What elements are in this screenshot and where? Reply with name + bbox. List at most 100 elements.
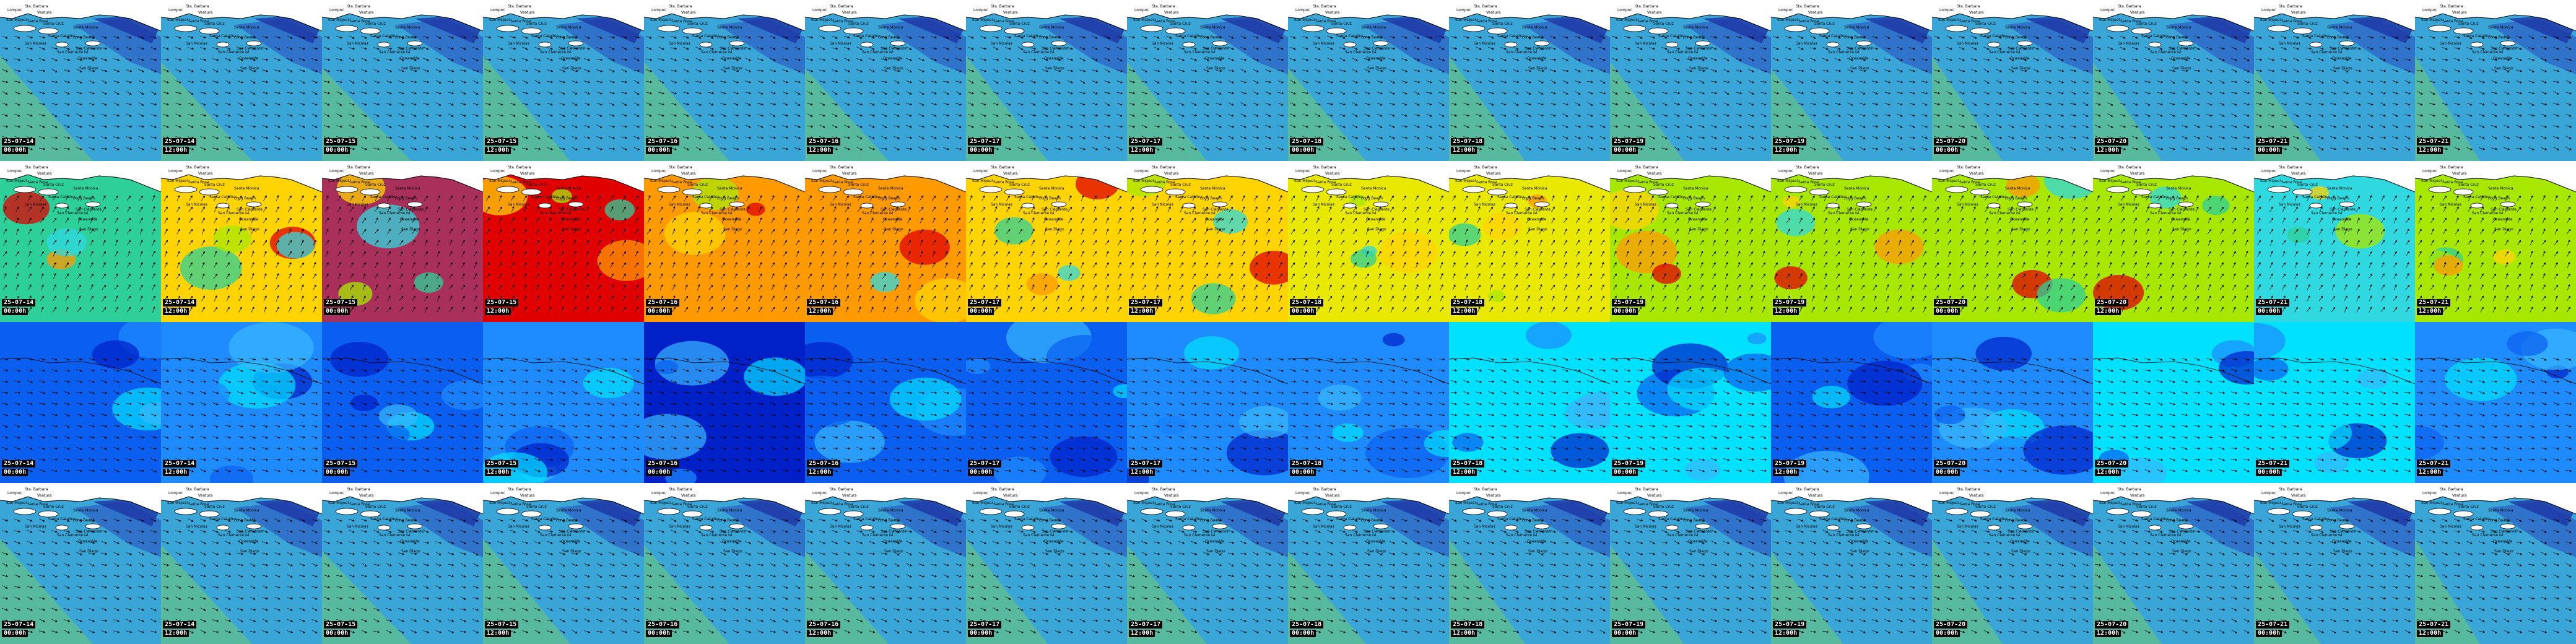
direction-arrow [374, 295, 379, 302]
direction-arrow [807, 206, 812, 212]
direction-arrow [585, 195, 589, 201]
direction-arrow [696, 195, 701, 201]
direction-arrow [1427, 217, 1431, 224]
direction-arrow [2429, 91, 2435, 95]
direction-arrow [2256, 47, 2262, 50]
direction-arrow [1055, 36, 1061, 39]
direction-arrow [2083, 240, 2088, 246]
direction-arrow [287, 195, 292, 201]
direction-arrow [2343, 124, 2349, 128]
direction-arrow [375, 217, 378, 224]
direction-arrow [2318, 113, 2324, 117]
direction-arrow [2553, 147, 2559, 150]
direction-arrow [2045, 35, 2052, 39]
direction-arrow [1972, 217, 1976, 224]
direction-arrow [968, 124, 974, 128]
direction-arrow [1377, 92, 1383, 95]
direction-arrow [336, 80, 342, 84]
place-label: Sta. Barbara [2279, 165, 2302, 170]
direction-arrow [1712, 262, 1716, 268]
place-label: San Nicolas [1796, 41, 1817, 46]
direction-arrow [1204, 251, 1208, 257]
direction-arrow [14, 102, 20, 106]
direction-arrow [1277, 69, 1284, 72]
direction-arrow [1341, 217, 1344, 224]
place-label: Santa Rosa [1315, 180, 1336, 185]
direction-arrow [1836, 206, 1840, 212]
direction-arrow [2, 125, 8, 128]
frame-time: 12:00h [1773, 147, 1799, 154]
direction-arrow [1736, 147, 1742, 150]
direction-arrow [1105, 195, 1109, 201]
direction-arrow [1662, 217, 1667, 224]
direction-arrow [2479, 103, 2485, 106]
direction-arrow [1774, 217, 1778, 224]
direction-arrow [64, 124, 70, 128]
place-label: Oceanside [2010, 217, 2030, 222]
direction-arrow [994, 217, 998, 224]
direction-arrow [1749, 295, 1753, 302]
direction-arrow [943, 103, 949, 106]
direction-arrow [1588, 217, 1593, 224]
direction-arrow [820, 195, 825, 201]
direction-arrow [2144, 46, 2151, 50]
direction-arrow [1364, 147, 1370, 150]
direction-arrow [1737, 206, 1741, 212]
direction-arrow [51, 136, 58, 139]
direction-arrow [2033, 103, 2039, 106]
direction-arrow [1043, 251, 1048, 257]
direction-arrow [1130, 251, 1134, 257]
direction-arrow [1947, 195, 1951, 201]
direction-arrow [1760, 136, 1767, 139]
direction-arrow [2158, 228, 2162, 235]
direction-arrow [2021, 46, 2027, 50]
direction-arrow [1042, 136, 1048, 139]
direction-arrow [299, 102, 305, 106]
direction-arrow [870, 206, 874, 212]
direction-arrow [2220, 195, 2224, 201]
direction-arrow [1538, 125, 1544, 128]
direction-arrow [1538, 114, 1544, 117]
direction-arrow [2206, 125, 2213, 128]
direction-arrow [573, 206, 577, 212]
direction-arrow [2120, 228, 2125, 235]
direction-arrow [1328, 206, 1332, 212]
direction-arrow [1081, 195, 1084, 201]
direction-arrow [1079, 103, 1086, 106]
direction-arrow [324, 69, 330, 72]
map-tile: Lompoc Sta. Barbara Ventura Santa Monica Lon… [483, 161, 644, 322]
direction-arrow [89, 80, 95, 84]
direction-arrow [1785, 58, 1791, 61]
direction-arrow [138, 47, 144, 50]
place-label: Santa Rosa [349, 180, 370, 185]
direction-arrow [745, 147, 751, 150]
direction-arrow [1823, 240, 1828, 246]
place-label: Lompoc [1295, 169, 1310, 173]
place-label: Santa Catalina [1819, 195, 1847, 199]
direction-arrow [349, 113, 355, 117]
direction-arrow [609, 92, 615, 95]
direction-arrow [188, 47, 194, 50]
direction-arrow [311, 103, 318, 106]
direction-arrow [646, 102, 652, 106]
place-label: Sta. Barbara [1635, 4, 1658, 9]
direction-arrow [1427, 295, 1432, 302]
direction-arrow [2356, 295, 2360, 302]
direction-arrow [1661, 147, 1668, 150]
direction-arrow [1105, 295, 1109, 302]
direction-arrow [262, 80, 268, 84]
direction-arrow [1674, 113, 1680, 117]
direction-arrow [2133, 228, 2137, 235]
place-label: Long Beach [1361, 35, 1383, 40]
place-label: Sta. Barbara [2118, 165, 2141, 170]
direction-arrow [511, 251, 515, 257]
direction-arrow [2282, 251, 2286, 257]
direction-arrow [2319, 217, 2323, 224]
direction-arrow [1860, 251, 1865, 257]
direction-arrow [2565, 147, 2572, 150]
direction-arrow [510, 58, 516, 61]
direction-arrow [3, 195, 7, 201]
direction-arrow [1451, 240, 1456, 246]
direction-arrow [646, 80, 652, 84]
direction-arrow [2305, 113, 2312, 117]
